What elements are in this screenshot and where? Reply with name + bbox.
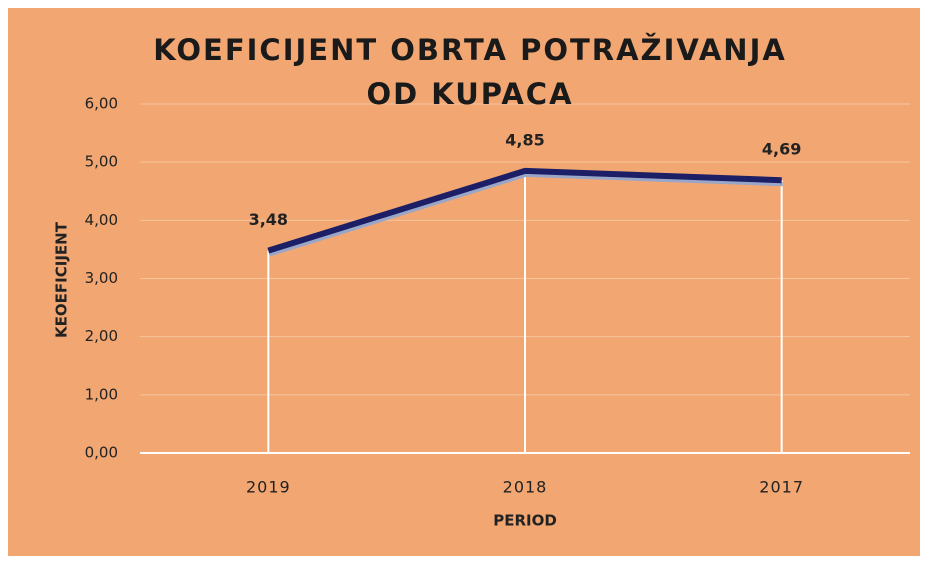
series-line — [267, 167, 782, 254]
x-tick-label: 2017 — [759, 478, 804, 497]
y-tick-label: 1,00 — [85, 385, 118, 403]
y-tick-label: 5,00 — [85, 153, 118, 171]
y-tick-label: 0,00 — [85, 444, 118, 462]
data-label: 3,48 — [249, 210, 288, 229]
x-axis-label: PERIOD — [493, 512, 557, 530]
background — [8, 8, 920, 556]
y-axis-label: KEOEFICIJENT — [53, 221, 71, 338]
y-tick-label: 4,00 — [85, 211, 118, 229]
data-label: 4,85 — [505, 130, 544, 149]
line-shadow — [268, 172, 783, 257]
x-tick-label: 2019 — [246, 478, 291, 497]
y-tick-label: 6,00 — [85, 95, 118, 113]
y-tick-label: 2,00 — [85, 327, 118, 345]
x-tick-label: 2018 — [503, 478, 548, 497]
y-tick-label: 3,00 — [85, 269, 118, 287]
data-label: 4,69 — [762, 140, 801, 159]
chart-title: KOEFICIJENT OBRTA POTRAŽIVANJA OD KUPACA — [153, 33, 787, 111]
